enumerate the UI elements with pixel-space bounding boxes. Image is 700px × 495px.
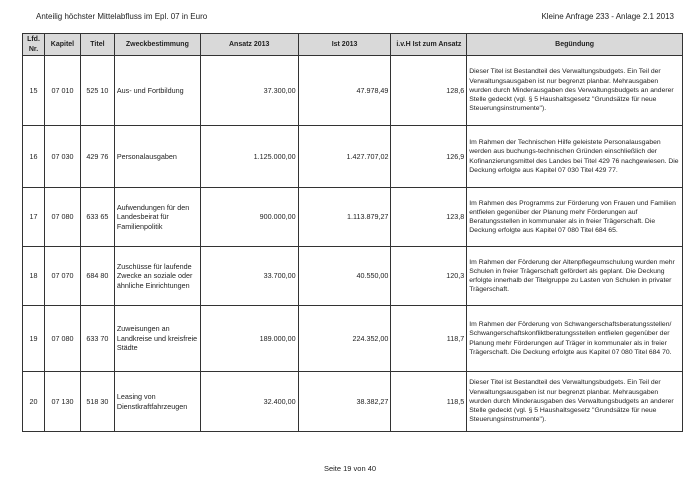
cell-begruendung: Im Rahmen der Förderung von Schwangersch…: [466, 305, 683, 372]
cell-zweck: Leasing von Dienstkraftfahrzeugen: [113, 371, 201, 432]
table-row: 15 07 010 525 10 Aus- und Fortbildung 37.300…: [22, 55, 683, 126]
cell-ivh: 128,6: [390, 55, 468, 126]
page-number: Seite 19 von 40: [323, 464, 377, 473]
table-row: 16 07 030 429 76 Personalausgaben 1.125.000,…: [22, 125, 683, 188]
cell-titel: 518 30: [79, 371, 115, 432]
cell-ist: 224.352,00: [297, 305, 392, 372]
cell-kapitel: 07 080: [43, 187, 81, 247]
cell-kapitel: 07 010: [43, 55, 81, 126]
table-row: 17 07 080 633 65 Aufwendungen für den Lande…: [22, 187, 683, 247]
cell-ivh: 120,3: [390, 246, 468, 306]
cell-nr: 20: [22, 371, 45, 432]
cell-kapitel: 07 030: [43, 125, 81, 188]
cell-titel: 684 80: [79, 246, 115, 306]
cell-kapitel: 07 080: [43, 305, 81, 372]
cell-begruendung: Im Rahmen des Programms zur Förderung vo…: [466, 187, 683, 247]
cell-ivh: 118,5: [390, 371, 468, 432]
cell-ivh: 123,8: [390, 187, 468, 247]
cell-nr: 17: [22, 187, 45, 247]
document-subtitle: Anteilig höchster Mittelabfluss im Epl. …: [36, 12, 208, 21]
column-header-ivh: i.v.H Ist zum Ansatz: [390, 33, 468, 56]
cell-zweck: Personalausgaben: [113, 125, 201, 188]
cell-ansatz: 33.700,00: [199, 246, 299, 306]
column-header-ist: Ist 2013: [297, 33, 392, 56]
column-header-zweck: Zweckbestimmung: [113, 33, 201, 56]
cell-kapitel: 07 070: [43, 246, 81, 306]
column-header-kapitel: Kapitel: [43, 33, 81, 56]
cell-ist: 1.427.707,02: [297, 125, 392, 188]
document-reference: Kleine Anfrage 233 - Anlage 2.1 2013: [541, 12, 674, 21]
cell-kapitel: 07 130: [43, 371, 81, 432]
cell-zweck: Zuschüsse für laufende Zwecke an soziale…: [113, 246, 201, 306]
cell-ansatz: 900.000,00: [199, 187, 299, 247]
budget-table: Lfd. Nr. Kapitel Titel Zweckbestimmung A…: [22, 33, 683, 432]
cell-nr: 16: [22, 125, 45, 188]
column-header-begruendung: Begündung: [466, 33, 683, 56]
cell-ivh: 126,9: [390, 125, 468, 188]
cell-ist: 47.978,49: [297, 55, 392, 126]
cell-nr: 19: [22, 305, 45, 372]
cell-nr: 18: [22, 246, 45, 306]
column-header-nr: Lfd. Nr.: [22, 33, 45, 56]
column-header-ansatz: Ansatz 2013: [199, 33, 299, 56]
cell-ansatz: 37.300,00: [199, 55, 299, 126]
table-row: 20 07 130 518 30 Leasing von Dienstkraftfah…: [22, 371, 683, 432]
cell-titel: 429 76: [79, 125, 115, 188]
cell-ansatz: 1.125.000,00: [199, 125, 299, 188]
column-header-titel: Titel: [79, 33, 115, 56]
cell-titel: 525 10: [79, 55, 115, 126]
cell-ansatz: 189.000,00: [199, 305, 299, 372]
cell-zweck: Aus- und Fortbildung: [113, 55, 201, 126]
cell-zweck: Zuweisungen an Landkreise und kreisfreie…: [113, 305, 201, 372]
cell-zweck: Aufwendungen für den Landesbeirat für Fa…: [113, 187, 201, 247]
table-row: 18 07 070 684 80 Zuschüsse für laufende Zwe…: [22, 246, 683, 306]
cell-nr: 15: [22, 55, 45, 126]
cell-begruendung: Im Rahmen der Förderung der Altenpflegeu…: [466, 246, 683, 306]
cell-ivh: 118,7: [390, 305, 468, 372]
cell-begruendung: Dieser Titel ist Bestandteil des Verwalt…: [466, 55, 683, 126]
cell-begruendung: Dieser Titel ist Bestandteil des Verwalt…: [466, 371, 683, 432]
cell-begruendung: Im Rahmen der Technischen Hilfe geleiste…: [466, 125, 683, 188]
cell-ist: 40.550,00: [297, 246, 392, 306]
cell-titel: 633 70: [79, 305, 115, 372]
cell-ansatz: 32.400,00: [199, 371, 299, 432]
cell-ist: 1.113.879,27: [297, 187, 392, 247]
cell-ist: 38.382,27: [297, 371, 392, 432]
cell-titel: 633 65: [79, 187, 115, 247]
table-header-row: Lfd. Nr. Kapitel Titel Zweckbestimmung A…: [22, 33, 683, 56]
table-row: 19 07 080 633 70 Zuweisungen an Landkreise …: [22, 305, 683, 372]
